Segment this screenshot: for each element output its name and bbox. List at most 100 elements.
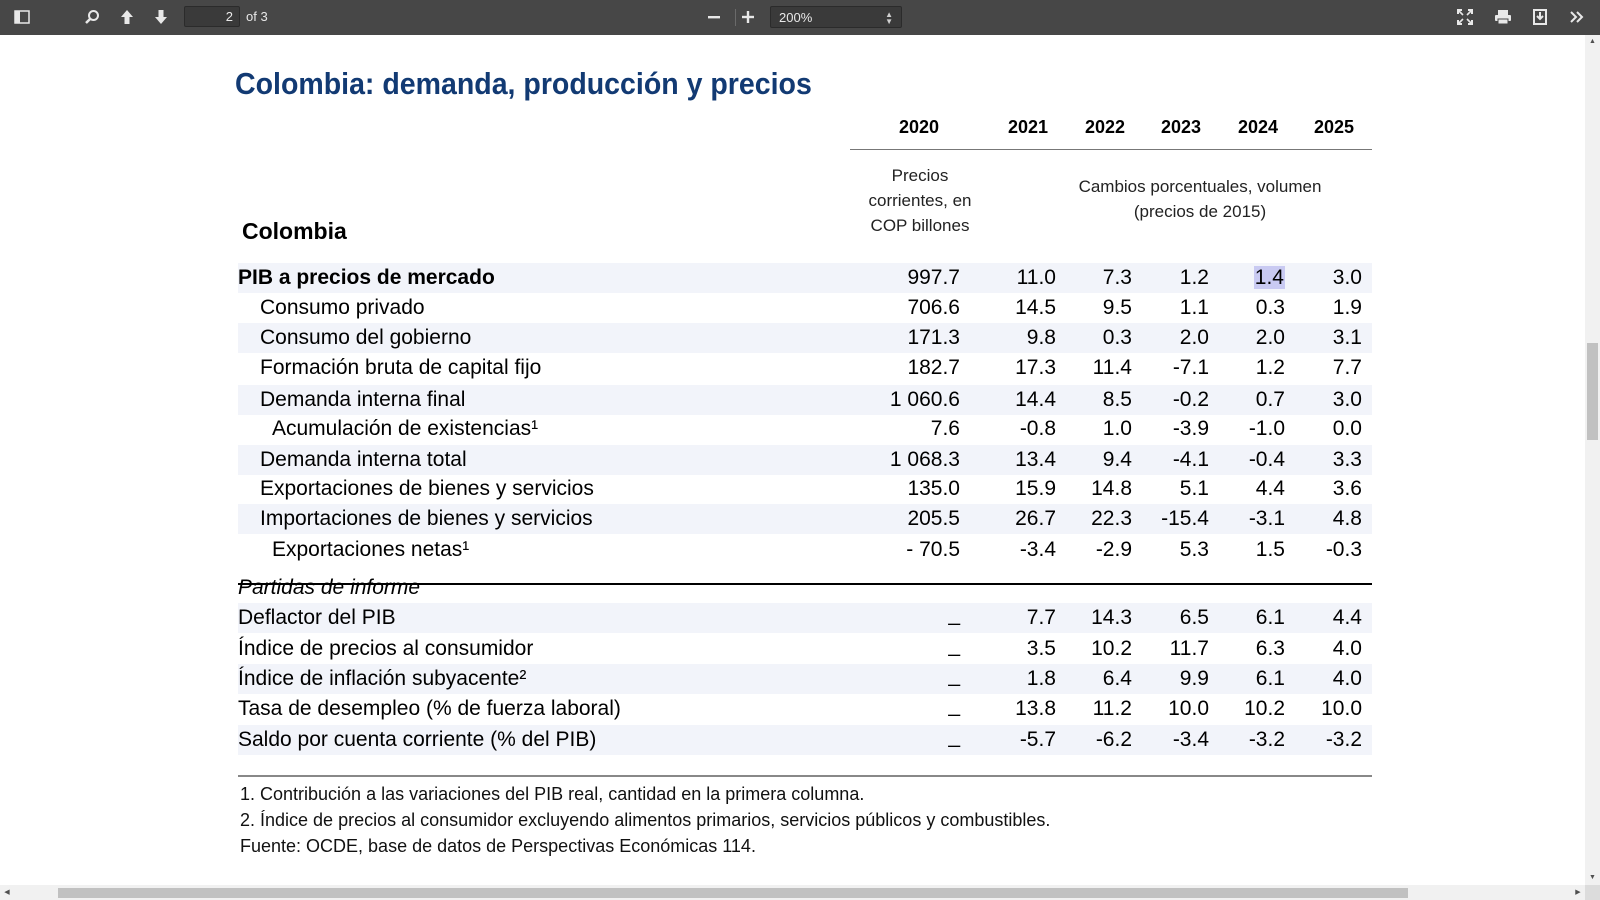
table-row: Índice de inflación subyacente² _ 1.8 6.4 9.… [238,664,1372,694]
cell-value: 11.2 [1092,697,1132,720]
cell-value: 6.1 [1255,606,1285,629]
cell-value: 10.2 [1091,637,1132,660]
highlighted-value: 1.4 [1253,266,1285,289]
cell-value: 997.7 [907,266,960,289]
cell-value: 9.8 [1026,326,1056,349]
cell-value: 1.2 [1255,356,1285,379]
cell-value: 17.3 [1015,356,1056,379]
cell-value: -5.7 [1019,728,1056,751]
cell-value: -3.1 [1248,507,1285,530]
cell-value: 4.8 [1332,507,1362,530]
cell-value: 0.3 [1102,326,1132,349]
row-label: Deflactor del PIB [238,606,396,629]
cell-value: 14.4 [1015,388,1056,411]
cell-value: 7.3 [1102,266,1132,289]
toolbar-separator [735,9,736,26]
row-label: Índice de inflación subyacente² [238,667,527,690]
cell-value: 1.2 [1179,266,1209,289]
cell-value: -3.4 [1019,538,1056,561]
cell-value: -1.0 [1248,417,1285,440]
row-label: Índice de precios al consumidor [238,637,534,660]
cell-value: 2.0 [1179,326,1209,349]
cell-value: _ [948,664,960,687]
sidebar-toggle-icon[interactable] [8,4,36,30]
cell-value: 1 068.3 [889,448,960,471]
table-row: Exportaciones de bienes y servicios 135.0… [238,474,1372,504]
cell-value: 9.9 [1179,667,1209,690]
zoom-in-icon[interactable] [734,4,762,30]
scroll-up-icon[interactable]: ▲ [1589,38,1596,45]
download-icon[interactable] [1526,4,1554,30]
cell-value: 1.0 [1102,417,1132,440]
cell-value: 135.0 [907,477,960,500]
row-label: Exportaciones netas¹ [272,538,470,561]
scroll-left-icon[interactable]: ◀ [4,889,10,896]
cell-value: 5.1 [1179,477,1209,500]
cell-value: 9.5 [1102,296,1132,319]
table-row: Demanda interna final 1 060.6 14.4 8.5 -0.2 0… [238,385,1372,415]
cell-value: - 70.5 [906,538,960,561]
next-page-icon[interactable] [147,4,175,30]
cell-value: 15.9 [1015,477,1056,500]
cell-value: _ [948,603,960,626]
year-header: 2022 [1084,117,1126,137]
country-heading: Colombia [242,218,347,244]
table-row: PIB a precios de mercado 997.7 11.0 7.3 1.2 1… [238,263,1372,293]
cell-value: 11.4 [1092,356,1132,379]
cell-value: -6.2 [1095,728,1132,751]
previous-page-icon[interactable] [113,4,141,30]
cell-value: _ [948,694,960,717]
zoom-select[interactable]: 200% ▲ ▼ [770,6,902,28]
first-column-header: Precios corrientes, en COP billones [868,166,972,235]
cell-value: 14.5 [1015,296,1056,319]
table-row: Demanda interna total 1 068.3 13.4 9.4 -4.1 -… [238,445,1372,475]
vertical-scrollbar[interactable]: ▲ ▼ [1585,35,1600,885]
cell-value: 14.8 [1091,477,1132,500]
cell-value: 1.8 [1026,667,1056,690]
cell-value: 0.3 [1255,296,1285,319]
cell-value: -0.4 [1248,448,1285,471]
table-rule [238,775,1372,777]
cell-value: 3.0 [1332,266,1362,289]
row-label: Acumulación de existencias¹ [272,417,539,440]
row-label: Saldo por cuenta corriente (% del PIB) [238,728,597,751]
cell-value: 10.2 [1244,697,1285,720]
year-header: 2024 [1237,117,1279,137]
cell-value: 10.0 [1168,697,1209,720]
year-header: 2025 [1313,117,1355,137]
section-label: Partidas de informe [238,576,421,599]
scroll-right-icon[interactable]: ▶ [1575,889,1581,896]
year-header: 2023 [1160,117,1202,137]
year-header: 2021 [1007,117,1049,137]
scroll-thumb[interactable] [58,888,1408,898]
page-number-input[interactable]: 2 [184,6,240,27]
cell-value: 4.0 [1332,667,1362,690]
print-icon[interactable] [1489,4,1517,30]
table-row: Acumulación de existencias¹ 7.6 -0.8 1.0 -3.… [238,414,1372,444]
cell-value: 1.4 [1195,266,1285,290]
zoom-out-icon[interactable] [700,4,728,30]
cell-value: 8.5 [1102,388,1132,411]
cell-value: _ [948,634,960,657]
cell-value: 6.1 [1255,667,1285,690]
scroll-down-icon[interactable]: ▼ [1589,874,1596,881]
presentation-mode-icon[interactable] [1451,4,1479,30]
row-label: Tasa de desempleo (% de fuerza laboral) [238,697,621,720]
cell-value: -0.3 [1325,538,1362,561]
cell-value: 706.6 [907,296,960,319]
pdf-toolbar: 2 of 3 200% ▲ ▼ [0,0,1600,35]
cell-value: 3.0 [1332,388,1362,411]
row-label: PIB a precios de mercado [238,266,495,289]
scroll-thumb[interactable] [1587,343,1598,440]
table-rule [238,583,1372,585]
cell-value: 205.5 [907,507,960,530]
header-rule [850,149,1372,150]
search-icon[interactable] [78,4,106,30]
cell-value: 26.7 [1015,507,1056,530]
horizontal-scrollbar[interactable]: ◀ ▶ [0,885,1585,900]
percent-change-header: Cambios porcentuales, volumen (precios d… [1078,177,1322,221]
cell-value: 7.7 [1332,356,1362,379]
cell-value: 3.1 [1332,326,1362,349]
tools-menu-icon[interactable] [1563,4,1591,30]
cell-value: -0.2 [1172,388,1209,411]
